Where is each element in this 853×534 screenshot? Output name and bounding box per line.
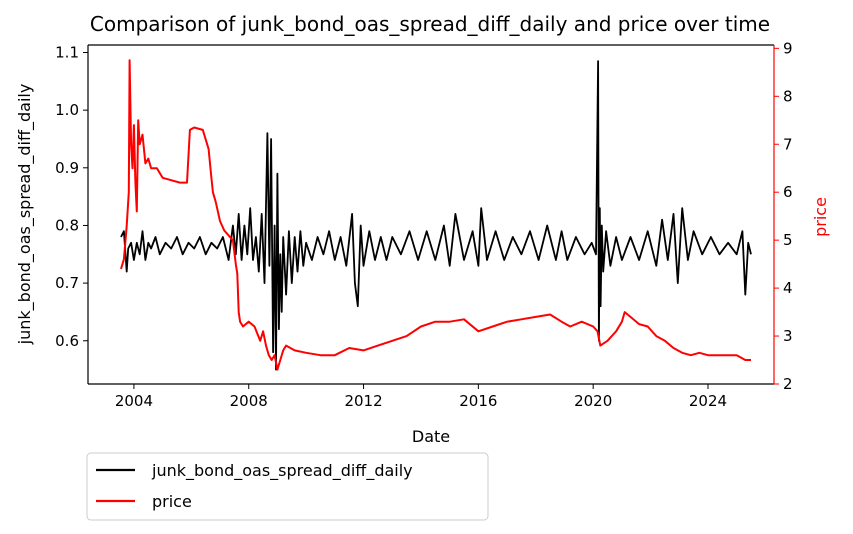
right-tick-label: 6 bbox=[783, 183, 793, 201]
legend-box bbox=[86, 452, 489, 521]
legend: junk_bond_oas_spread_diff_daily price bbox=[86, 452, 489, 521]
left-tick-label: 1.0 bbox=[55, 101, 79, 119]
x-tick-label: 2008 bbox=[230, 392, 268, 410]
right-tick-label: 8 bbox=[783, 87, 793, 105]
plot-area: 2004 2008 2012 2016 2020 2024 0.6 0.7 0.8 0.9 1.0… bbox=[55, 39, 792, 410]
x-axis-label: Date bbox=[412, 427, 450, 446]
x-tick-label: 2016 bbox=[459, 392, 497, 410]
right-tick-label: 3 bbox=[783, 327, 793, 345]
left-tick-label: 0.9 bbox=[55, 159, 79, 177]
right-tick-label: 2 bbox=[783, 375, 793, 393]
x-tick-label: 2012 bbox=[344, 392, 382, 410]
right-axis-ticks: 2 3 4 5 6 7 8 9 bbox=[774, 39, 793, 393]
left-tick-label: 0.6 bbox=[55, 332, 79, 350]
left-tick-label: 1.1 bbox=[55, 43, 79, 61]
legend-label-spread: junk_bond_oas_spread_diff_daily bbox=[151, 461, 413, 481]
left-tick-label: 0.8 bbox=[55, 216, 79, 234]
x-tick-label: 2024 bbox=[689, 392, 727, 410]
price-line bbox=[120, 59, 751, 371]
right-tick-label: 7 bbox=[783, 135, 793, 153]
right-tick-label: 4 bbox=[783, 279, 793, 297]
spread-line bbox=[120, 60, 752, 371]
chart-title: Comparison of junk_bond_oas_spread_diff_… bbox=[90, 12, 770, 36]
series-layer bbox=[120, 59, 752, 371]
right-tick-label: 9 bbox=[783, 39, 793, 57]
left-axis-ticks: 0.6 0.7 0.8 0.9 1.0 1.1 bbox=[55, 43, 88, 350]
right-axis-label: price bbox=[811, 197, 830, 237]
left-tick-label: 0.7 bbox=[55, 274, 79, 292]
x-tick-label: 2020 bbox=[574, 392, 612, 410]
left-axis-label: junk_bond_oas_spread_diff_daily bbox=[15, 84, 35, 346]
right-tick-label: 5 bbox=[783, 231, 793, 249]
x-tick-label: 2004 bbox=[115, 392, 153, 410]
legend-label-price: price bbox=[152, 492, 192, 511]
x-axis-ticks: 2004 2008 2012 2016 2020 2024 bbox=[115, 384, 727, 410]
